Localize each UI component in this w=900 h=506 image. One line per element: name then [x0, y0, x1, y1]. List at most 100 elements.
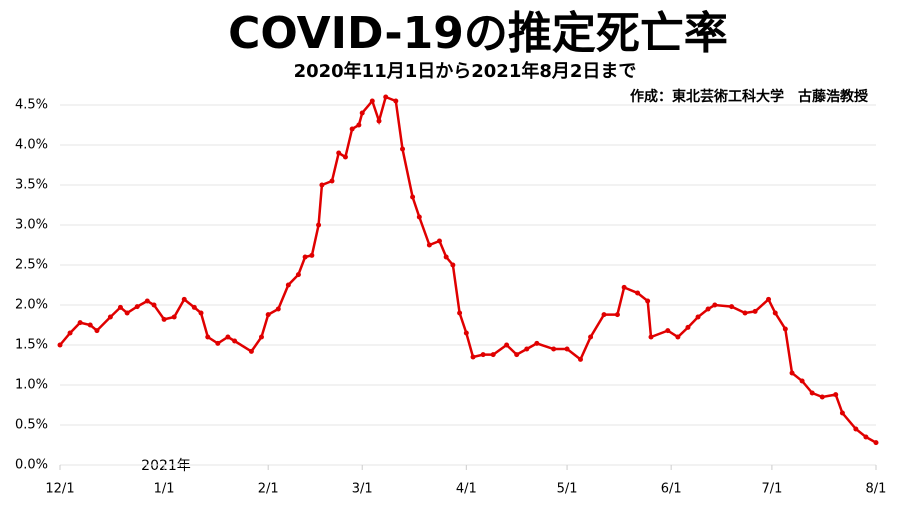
data-point — [480, 352, 486, 358]
data-point — [295, 272, 301, 278]
x-tick-label: 8/1 — [866, 482, 887, 497]
year-annotation: 2021年 — [141, 458, 191, 474]
y-tick-label: 3.5% — [15, 178, 48, 193]
data-point — [359, 110, 365, 116]
data-point — [57, 342, 63, 348]
data-point — [504, 342, 510, 348]
data-point — [232, 338, 238, 344]
y-tick-label: 1.0% — [15, 378, 48, 393]
data-point — [782, 326, 788, 332]
y-tick-label: 4.0% — [15, 138, 48, 153]
data-point — [302, 254, 308, 260]
data-point — [198, 310, 204, 316]
data-point — [648, 334, 654, 340]
data-point — [329, 178, 335, 184]
data-point — [94, 328, 100, 334]
data-point — [742, 310, 748, 316]
data-point — [191, 304, 197, 310]
data-point — [514, 352, 520, 358]
data-point — [685, 324, 691, 330]
data-point — [416, 214, 422, 220]
data-point — [349, 126, 355, 132]
x-tick-label: 5/1 — [557, 482, 578, 497]
data-point — [705, 306, 711, 312]
data-point — [695, 314, 701, 320]
x-tick-label: 1/1 — [154, 482, 175, 497]
data-point — [400, 146, 406, 152]
data-point — [319, 182, 325, 188]
data-point — [151, 302, 157, 308]
data-point — [712, 302, 718, 308]
data-point — [309, 252, 315, 258]
data-point — [107, 314, 113, 320]
y-tick-label: 3.0% — [15, 218, 48, 233]
data-point — [393, 98, 399, 104]
x-tick-label: 7/1 — [761, 482, 782, 497]
data-point — [621, 284, 627, 290]
data-point — [853, 426, 859, 432]
data-point — [258, 334, 264, 340]
data-point — [443, 254, 449, 260]
data-point — [410, 194, 416, 200]
chart-title: COVID-19の推定死亡率 — [228, 8, 728, 59]
y-tick-label: 4.5% — [15, 98, 48, 113]
data-point — [265, 312, 271, 318]
data-point — [161, 316, 167, 322]
data-point — [248, 348, 254, 354]
credit: 作成：東北芸術工科大学 古藤浩教授 — [630, 88, 869, 105]
data-point — [772, 310, 778, 316]
data-point — [551, 346, 557, 352]
data-point — [534, 340, 540, 346]
x-tick-label: 6/1 — [661, 482, 682, 497]
data-point — [809, 390, 815, 396]
data-point — [577, 356, 583, 362]
data-point — [275, 306, 281, 312]
data-point — [117, 304, 123, 310]
data-point — [87, 322, 93, 328]
data-point — [766, 296, 772, 302]
data-point — [457, 310, 463, 316]
x-tick-label: 12/1 — [45, 482, 74, 497]
y-tick-label: 2.5% — [15, 258, 48, 273]
data-point — [336, 150, 342, 156]
data-point — [383, 94, 389, 100]
data-point — [215, 340, 221, 346]
data-point — [863, 434, 869, 440]
data-point — [635, 290, 641, 296]
data-point — [144, 298, 150, 304]
data-point — [645, 298, 651, 304]
y-tick-label: 0.0% — [15, 458, 48, 473]
data-point — [839, 410, 845, 416]
x-tick-label: 2/1 — [258, 482, 279, 497]
data-point — [77, 320, 83, 326]
data-point — [729, 304, 735, 310]
y-tick-label: 0.5% — [15, 418, 48, 433]
data-point — [225, 334, 231, 340]
data-point — [789, 370, 795, 376]
x-tick-label: 4/1 — [456, 482, 477, 497]
data-point — [316, 222, 322, 228]
data-point — [833, 392, 839, 398]
data-point — [675, 334, 681, 340]
y-tick-label: 2.0% — [15, 298, 48, 313]
data-point — [376, 118, 382, 124]
data-point — [205, 334, 211, 340]
data-point — [490, 352, 496, 358]
data-point — [588, 334, 594, 340]
data-point — [470, 354, 476, 360]
x-tick-label: 3/1 — [352, 482, 373, 497]
data-point — [873, 440, 879, 446]
data-point — [665, 328, 671, 334]
data-point — [124, 310, 130, 316]
data-point — [134, 304, 140, 310]
data-point — [436, 238, 442, 244]
data-point — [171, 314, 177, 320]
data-line — [59, 95, 877, 444]
y-tick-label: 1.5% — [15, 338, 48, 353]
data-point — [819, 394, 825, 400]
data-point — [752, 308, 758, 314]
data-point — [67, 330, 73, 336]
data-point — [342, 154, 348, 160]
